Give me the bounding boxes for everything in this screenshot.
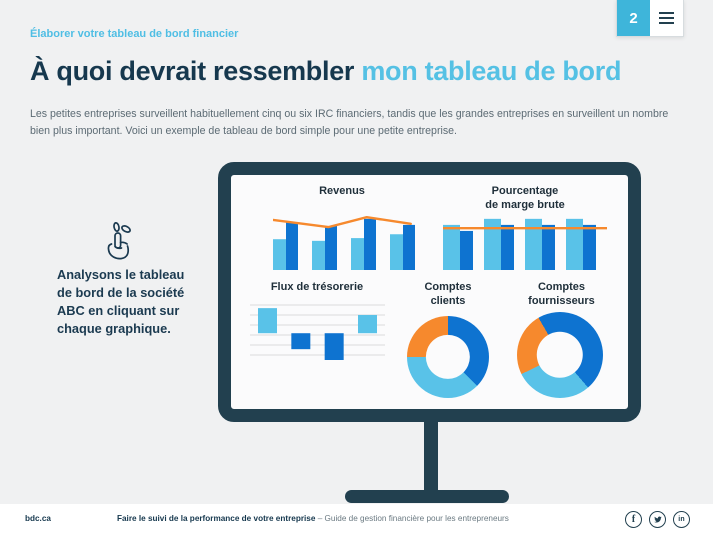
revenue-bar-chart[interactable] [271, 215, 415, 270]
page-title-accent: mon tableau de bord [354, 56, 622, 86]
facebook-icon[interactable]: f [625, 511, 642, 528]
monitor-stand-base [345, 490, 509, 503]
click-instruction-text: Analysons le tableau de bord de la socié… [57, 267, 185, 337]
donut-hole [425, 334, 471, 380]
intro-paragraph: Les petites entreprises surveillent habi… [30, 108, 669, 138]
accounts-payable-donut-chart[interactable] [517, 312, 603, 398]
section-eyebrow: Élaborer votre tableau de bord financier [30, 28, 239, 40]
chapter-number-badge: 2 [617, 0, 650, 36]
gross-margin-bar-chart[interactable] [441, 215, 609, 270]
page-footer: bdc.ca Faire le suivi de la performance … [0, 504, 713, 535]
document-title: Faire le suivi de la performance de votr… [117, 514, 509, 523]
menu-button[interactable] [650, 0, 683, 36]
cash-flow-waterfall-chart[interactable] [250, 303, 385, 360]
page-title-dark: À quoi devrait ressembler [30, 56, 355, 86]
hamburger-icon [659, 10, 674, 27]
page-title: À quoi devrait ressembler mon tableau de… [30, 56, 621, 87]
cash-flow-chart-title: Flux de trésorerie [270, 281, 364, 293]
accounts-receivable-chart-title: Comptes clients [424, 281, 472, 307]
gross-margin-chart-title: Pourcentage de marge brute [485, 185, 565, 211]
accounts-receivable-donut-chart[interactable] [407, 316, 489, 398]
twitter-icon[interactable] [649, 511, 666, 528]
donut-hole [536, 331, 584, 379]
accounts-payable-chart-title: Comptes fournisseurs [528, 281, 595, 307]
monitor-illustration: Revenus Pourcentage de marge brute Flux … [218, 162, 641, 422]
dashboard-screen: Revenus Pourcentage de marge brute Flux … [231, 175, 628, 409]
linkedin-icon[interactable]: in [673, 511, 690, 528]
monitor-stand-neck [424, 420, 438, 492]
chapter-tab-widget: 2 [616, 0, 684, 37]
revenue-chart-title: Revenus [319, 185, 365, 197]
click-hand-icon [107, 222, 131, 260]
bdc-site-link[interactable]: bdc.ca [25, 514, 51, 523]
social-links: f in [625, 511, 690, 528]
